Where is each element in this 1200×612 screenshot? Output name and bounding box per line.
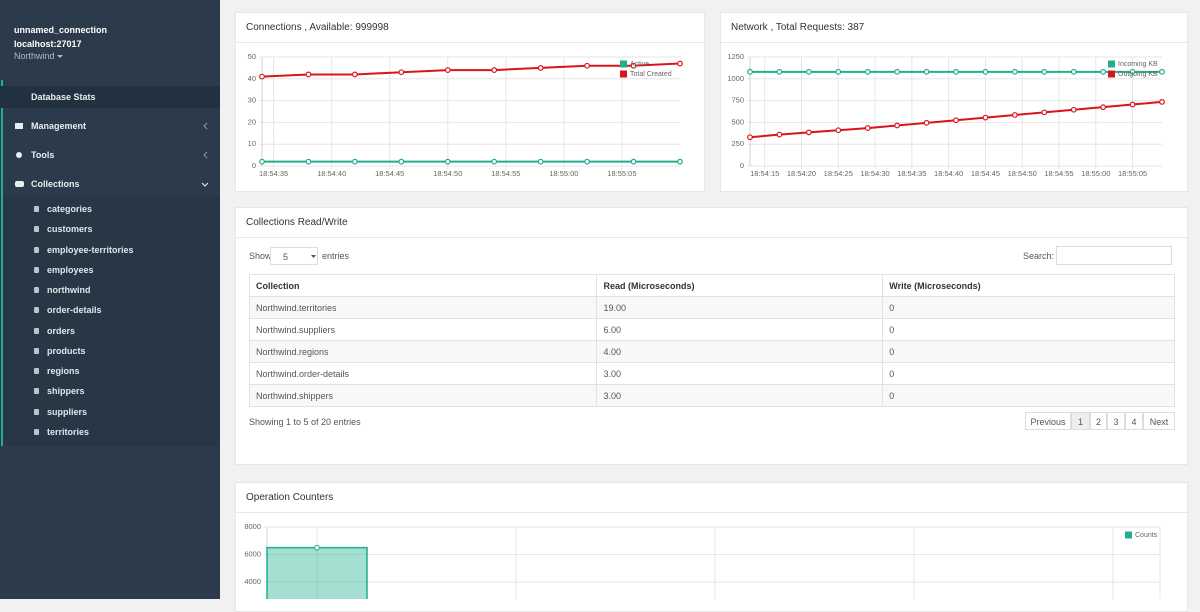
table-cell: 3.00	[596, 384, 884, 407]
column-header[interactable]: Write (Microseconds)	[882, 274, 1175, 297]
database-name: Northwind	[14, 51, 55, 61]
caret	[57, 55, 64, 58]
table-info: Showing 1 to 5 of 20 entries	[249, 417, 361, 427]
active-bar	[1, 80, 3, 446]
search-input[interactable]	[1056, 246, 1172, 265]
table-row: Northwind.order-details 3.00 0	[248, 362, 1175, 385]
separator	[721, 42, 1187, 43]
operations-panel: Operation Counters	[235, 482, 1188, 612]
connections-panel: Connections , Available: 999998	[235, 12, 705, 192]
collection-link[interactable]: products	[0, 341, 218, 361]
table-row: Northwind.territories 19.00 0	[248, 296, 1175, 319]
caret	[311, 255, 316, 258]
collection-link[interactable]: employee-territories	[0, 240, 218, 260]
entries-label: entries	[322, 251, 350, 261]
separator	[236, 237, 1187, 238]
table-cell: Northwind.regions	[248, 340, 598, 363]
collection-link[interactable]: shippers	[0, 381, 218, 401]
network-panel: Network , Total Requests: 387	[720, 12, 1188, 192]
menu-item[interactable]: Management	[31, 121, 87, 131]
separator	[236, 512, 1187, 513]
page-button[interactable]: 1	[1071, 412, 1090, 430]
page-button[interactable]: 4	[1125, 412, 1143, 430]
table-cell: 19.00	[596, 296, 884, 319]
page-button[interactable]: 2	[1090, 412, 1107, 430]
table-cell: 0	[882, 362, 1175, 385]
collections-table: Collection Read (Microseconds) Write (Micr…	[248, 274, 1175, 407]
collection-link[interactable]: employees	[0, 260, 218, 280]
collection-link[interactable]: order-details	[0, 300, 218, 320]
sidebar: unnamed_connection localhost:27017 North…	[0, 0, 220, 599]
show-label: Show	[249, 251, 272, 261]
panel-title: Operation Counters	[246, 492, 334, 503]
table-cell: 0	[882, 296, 1175, 319]
submenu-bg	[0, 196, 220, 446]
collection-link[interactable]: customers	[0, 219, 218, 239]
page-button[interactable]: 3	[1107, 412, 1125, 430]
column-header[interactable]: Read (Microseconds)	[596, 274, 884, 297]
panel-title: Network , Total Requests: 387	[731, 22, 865, 33]
panel-title: Collections Read/Write	[246, 217, 348, 228]
table-cell: Northwind.territories	[248, 296, 598, 319]
table-row: Northwind.suppliers 6.00 0	[248, 318, 1175, 341]
host: localhost:27017	[14, 39, 82, 49]
header-row: Collection Read (Microseconds) Write (Micr…	[248, 274, 1175, 297]
table-cell: 4.00	[596, 340, 884, 363]
collection-link[interactable]: territories	[0, 422, 218, 442]
menu-item[interactable]: Tools	[31, 150, 55, 160]
menu-item[interactable]: Collections	[31, 179, 80, 189]
panel-title: Connections , Available: 999998	[246, 22, 389, 33]
collection-link[interactable]: orders	[0, 321, 218, 341]
collection-link[interactable]: regions	[0, 361, 218, 381]
table-row: Northwind.regions 4.00 0	[248, 340, 1175, 363]
table-cell: 0	[882, 384, 1175, 407]
table-cell: 3.00	[596, 362, 884, 385]
menu-item[interactable]: Database Stats	[0, 86, 220, 108]
table-cell: Northwind.suppliers	[248, 318, 598, 341]
table-cell: Northwind.order-details	[248, 362, 598, 385]
table-cell: 6.00	[596, 318, 884, 341]
table-cell: 0	[882, 318, 1175, 341]
table-row: Northwind.shippers 3.00 0	[248, 384, 1175, 407]
connection-name: unnamed_connection	[14, 25, 108, 35]
collection-link[interactable]: northwind	[0, 280, 218, 300]
entries-value: 5	[283, 252, 289, 262]
table-cell: 0	[882, 340, 1175, 363]
database-select[interactable]: Northwind	[14, 51, 64, 61]
collection-link[interactable]: suppliers	[0, 402, 218, 422]
table-cell: Northwind.shippers	[248, 384, 598, 407]
search-label: Search:	[1023, 251, 1055, 261]
page-button[interactable]: Next	[1143, 412, 1175, 430]
collection-link[interactable]: categories	[0, 199, 218, 219]
entries-select[interactable]: 5	[270, 247, 318, 265]
separator	[236, 42, 704, 43]
column-header[interactable]: Collection	[248, 274, 598, 297]
page-button[interactable]: Previous	[1025, 412, 1071, 430]
